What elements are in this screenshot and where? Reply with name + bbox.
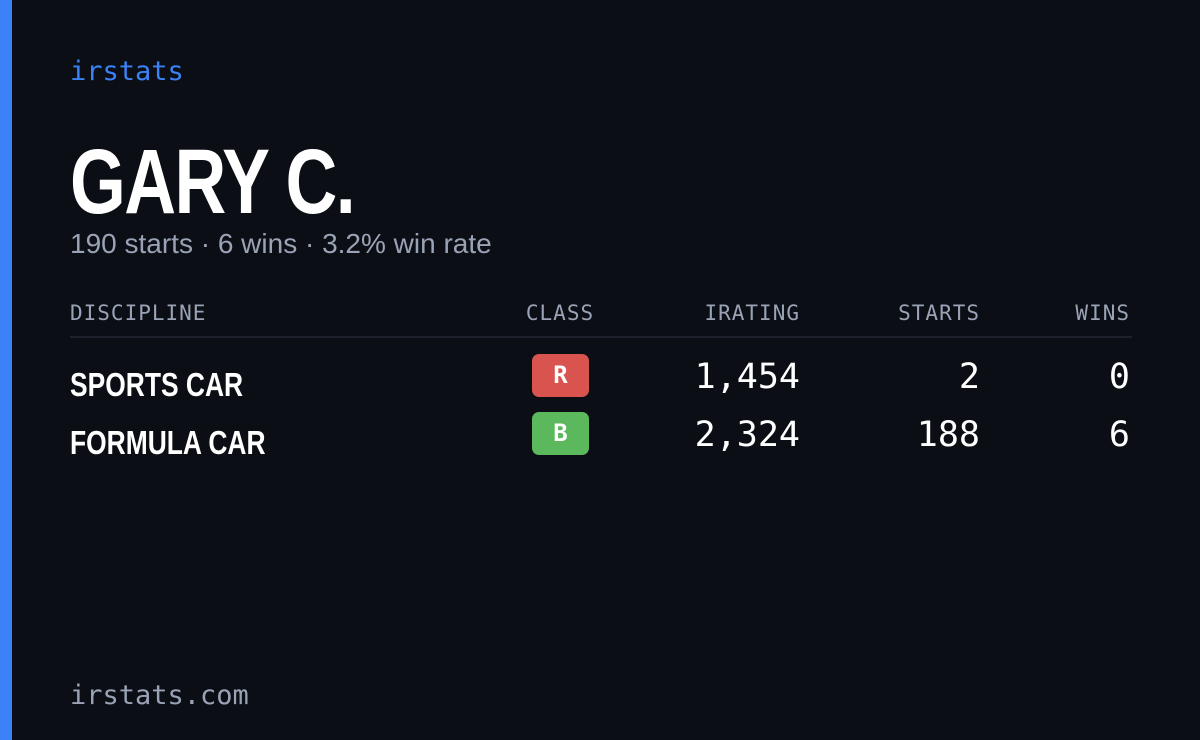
irating: 1,454: [694, 357, 800, 397]
class-badge: R: [532, 354, 589, 397]
column-header: CLASS: [525, 301, 595, 325]
header-rule: [70, 336, 1132, 338]
discipline: SPORTS CAR: [70, 366, 244, 403]
irating: 2,324: [694, 415, 800, 455]
column-header: IRATING: [704, 301, 800, 325]
starts: 188: [916, 415, 980, 455]
brand: irstats: [70, 56, 184, 87]
class-badge: B: [532, 412, 589, 455]
driver-name: GARY C.: [70, 131, 356, 233]
driver-summary: 190 starts · 6 wins · 3.2% win rate: [70, 228, 492, 259]
accent-bar: [0, 0, 12, 740]
footer-url: irstats.com: [70, 680, 249, 711]
discipline: FORMULA CAR: [70, 424, 266, 461]
wins: 0: [1108, 357, 1130, 397]
column-header: WINS: [1075, 301, 1130, 325]
wins: 6: [1108, 415, 1130, 455]
starts: 2: [958, 357, 980, 397]
column-header: DISCIPLINE: [70, 301, 207, 325]
column-header: STARTS: [898, 301, 980, 325]
